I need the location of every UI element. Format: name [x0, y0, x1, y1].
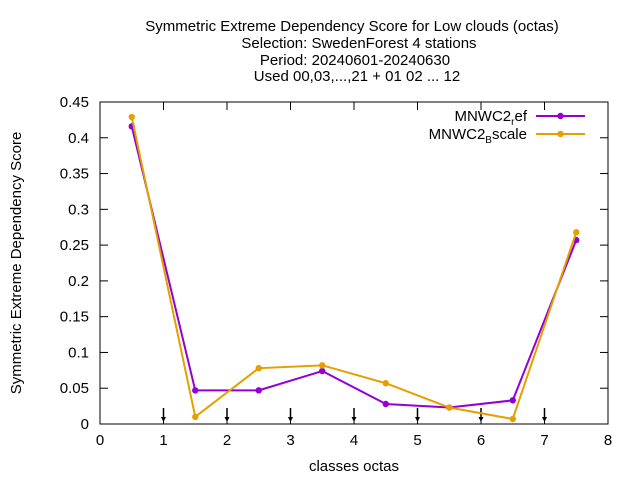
title-line-3: Period: 20240601-20240630	[260, 52, 450, 69]
series-line-0	[130, 126, 578, 409]
series-point-0	[382, 400, 389, 408]
series-point-1	[573, 229, 580, 236]
series-point-0	[192, 387, 199, 394]
series-layer	[128, 113, 580, 423]
series-point-0	[319, 367, 326, 375]
series-point-1	[192, 413, 199, 421]
x-tick-label: 3	[286, 432, 294, 449]
class-boundary-arrowhead	[415, 417, 420, 422]
y-tick-label: 0.3	[68, 201, 89, 218]
series-point-1	[319, 362, 326, 369]
class-boundary-arrowhead	[224, 417, 230, 422]
class-boundary-arrowhead	[288, 417, 293, 422]
legend-label-0: MNWC2ref	[454, 108, 527, 128]
y-tick-label: 0.4	[68, 130, 89, 147]
y-tick-label: 0.15	[60, 309, 89, 326]
series-point-1	[128, 113, 135, 121]
class-boundary-arrowhead	[542, 417, 547, 422]
title-line-2: Selection: SwedenForest 4 stations	[241, 35, 476, 52]
y-tick-label: 0.45	[60, 94, 89, 111]
x-tick-label: 4	[350, 432, 358, 449]
series-point-1	[255, 364, 262, 372]
x-tick-label: 1	[159, 432, 167, 449]
x-axis-label: classes octas	[309, 458, 399, 475]
legend-label-1: MNWC2Bscale	[429, 126, 527, 146]
title-line-1: Symmetric Extreme Dependency Score for L…	[145, 18, 559, 35]
y-tick-label: 0.05	[60, 380, 89, 397]
y-tick-label: 0.2	[68, 273, 89, 290]
legend-swatch-point-0	[557, 112, 564, 120]
title-line-4: Used 00,03,...,21 + 01 02 ... 12	[254, 68, 460, 85]
plot-frame	[99, 101, 609, 425]
y-tick-label: 0	[81, 416, 89, 433]
y-tick-label: 0.25	[60, 237, 89, 254]
class-boundary-arrowhead	[161, 417, 166, 422]
series-point-0	[509, 397, 516, 404]
series-point-0	[255, 387, 262, 394]
y-axis-label: Symmetric Extreme Dependency Score	[8, 132, 25, 395]
series-point-1	[509, 415, 516, 423]
y-tick-label: 0.35	[60, 166, 89, 183]
class-boundary-arrowhead	[351, 417, 357, 422]
x-tick-label: 0	[96, 432, 104, 449]
x-tick-label: 5	[413, 432, 421, 449]
x-tick-label: 8	[604, 432, 612, 449]
class-boundary-arrowhead	[478, 417, 484, 422]
series-point-1	[382, 380, 389, 387]
legend-swatch-point-1	[557, 130, 564, 138]
x-tick-label: 6	[477, 432, 485, 449]
series-line-1	[130, 116, 578, 420]
chart-title: Symmetric Extreme Dependency Score for L…	[145, 18, 559, 85]
x-tick-label: 2	[223, 432, 231, 449]
x-tick-label: 7	[540, 432, 548, 449]
axis-ticks: 0 0.05 0.1 0.15 0.2 0.25 0.3 0.35 0.4 0.45 0 1 2 3 4 5 6…	[60, 94, 612, 449]
series-point-1	[446, 404, 453, 411]
y-tick-label: 0.1	[68, 344, 89, 361]
